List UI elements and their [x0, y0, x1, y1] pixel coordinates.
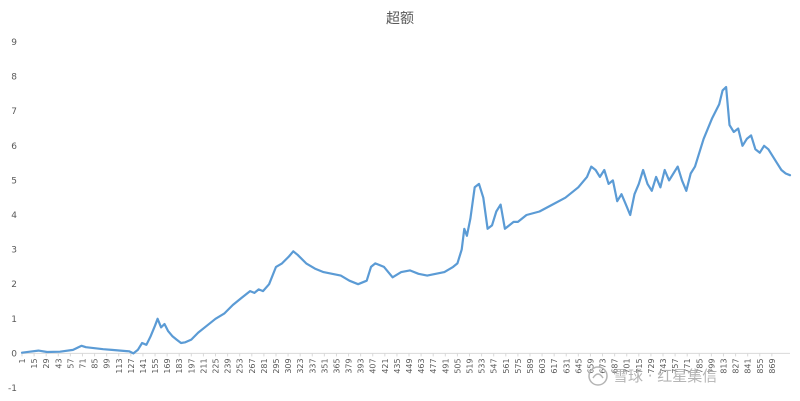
y-tick-label: 3	[11, 246, 17, 256]
y-tick-label: 1	[11, 315, 17, 325]
y-axis-ticks: -1 0 1 2 3 4 5 6 7 8 9	[8, 38, 17, 394]
x-tick-label: 239	[224, 358, 233, 373]
x-tick-label: 463	[417, 358, 426, 373]
x-tick-label: 85	[91, 358, 100, 368]
x-axis-ticks: 1 15 29 43 57 71 85 99 113 127 141 155 169 183 197 211 2…	[18, 353, 777, 374]
watermark-text: 雪球 · 红星集信	[613, 367, 717, 385]
x-tick-label: 141	[139, 358, 148, 373]
x-tick-label: 155	[151, 358, 160, 373]
x-tick-label: 505	[453, 358, 462, 373]
x-tick-label: 855	[756, 358, 765, 373]
x-tick-label: 323	[296, 358, 305, 373]
x-tick-label: 407	[369, 358, 378, 373]
x-tick-label: 281	[260, 358, 269, 373]
series-line	[20, 85, 792, 355]
x-tick-label: 15	[30, 358, 39, 368]
x-tick-label: 169	[163, 358, 172, 373]
x-tick-label: 253	[236, 358, 245, 373]
x-tick-label: 337	[308, 358, 317, 373]
x-tick-label: 197	[187, 358, 196, 373]
y-tick-label: 6	[11, 142, 17, 152]
x-tick-label: 547	[490, 358, 499, 373]
y-tick-label: 8	[11, 73, 17, 83]
x-tick-label: 309	[284, 358, 293, 373]
x-tick-label: 113	[115, 358, 124, 373]
x-tick-label: 869	[768, 358, 777, 373]
x-tick-label: 477	[429, 358, 438, 373]
x-tick-label: 785	[695, 358, 704, 373]
x-tick-label: 449	[405, 358, 414, 373]
x-tick-label: 729	[647, 358, 656, 373]
y-tick-label: 0	[11, 349, 17, 359]
snowball-logo-icon	[588, 366, 608, 386]
x-tick-label: 645	[574, 358, 583, 373]
x-tick-label: 211	[199, 358, 208, 373]
x-tick-label: 71	[78, 358, 87, 368]
series-group	[20, 85, 792, 355]
x-tick-label: 799	[707, 358, 716, 373]
x-tick-label: 757	[671, 358, 680, 373]
y-tick-label: 9	[11, 38, 17, 48]
x-tick-label: 533	[478, 358, 487, 373]
x-tick-label: 43	[54, 358, 63, 368]
x-tick-label: 295	[272, 358, 281, 373]
y-tick-label: 7	[11, 107, 17, 117]
x-tick-label: 659	[586, 358, 595, 373]
x-tick-label: 701	[623, 358, 632, 373]
x-tick-label: 743	[659, 358, 668, 373]
y-tick-label: 4	[11, 211, 17, 221]
x-tick-label: 57	[66, 358, 75, 368]
x-tick-label: 421	[381, 358, 390, 373]
x-tick-label: 365	[332, 358, 341, 373]
chart-title: 超额	[386, 11, 414, 27]
x-tick-label: 715	[635, 358, 644, 373]
y-tick-label: -1	[8, 384, 17, 394]
x-tick-label: 561	[502, 358, 511, 373]
x-tick-label: 603	[538, 358, 547, 373]
x-tick-label: 673	[599, 358, 608, 373]
x-tick-label: 519	[465, 358, 474, 373]
x-tick-label: 617	[550, 358, 559, 373]
y-tick-label: 2	[11, 280, 17, 290]
x-tick-label: 435	[393, 358, 402, 373]
x-tick-label: 687	[611, 358, 620, 373]
x-tick-label: 575	[514, 358, 523, 373]
watermark: 雪球 · 红星集信	[588, 366, 717, 386]
x-tick-label: 393	[357, 358, 366, 373]
y-tick-label: 5	[11, 176, 17, 186]
x-tick-label: 351	[320, 358, 329, 373]
x-tick-label: 183	[175, 358, 184, 373]
x-tick-label: 379	[345, 358, 354, 373]
x-tick-label: 589	[526, 358, 535, 373]
x-tick-label: 1	[18, 358, 27, 363]
x-tick-label: 225	[212, 358, 221, 373]
x-tick-label: 827	[732, 358, 741, 373]
x-tick-label: 813	[719, 358, 728, 373]
x-tick-label: 491	[441, 358, 450, 373]
x-tick-label: 29	[42, 358, 51, 368]
x-tick-label: 631	[562, 358, 571, 373]
x-tick-label: 267	[248, 358, 257, 373]
x-tick-label: 771	[683, 358, 692, 373]
x-tick-label: 99	[103, 358, 112, 368]
x-tick-label: 841	[744, 358, 753, 373]
x-tick-label: 127	[127, 358, 136, 373]
